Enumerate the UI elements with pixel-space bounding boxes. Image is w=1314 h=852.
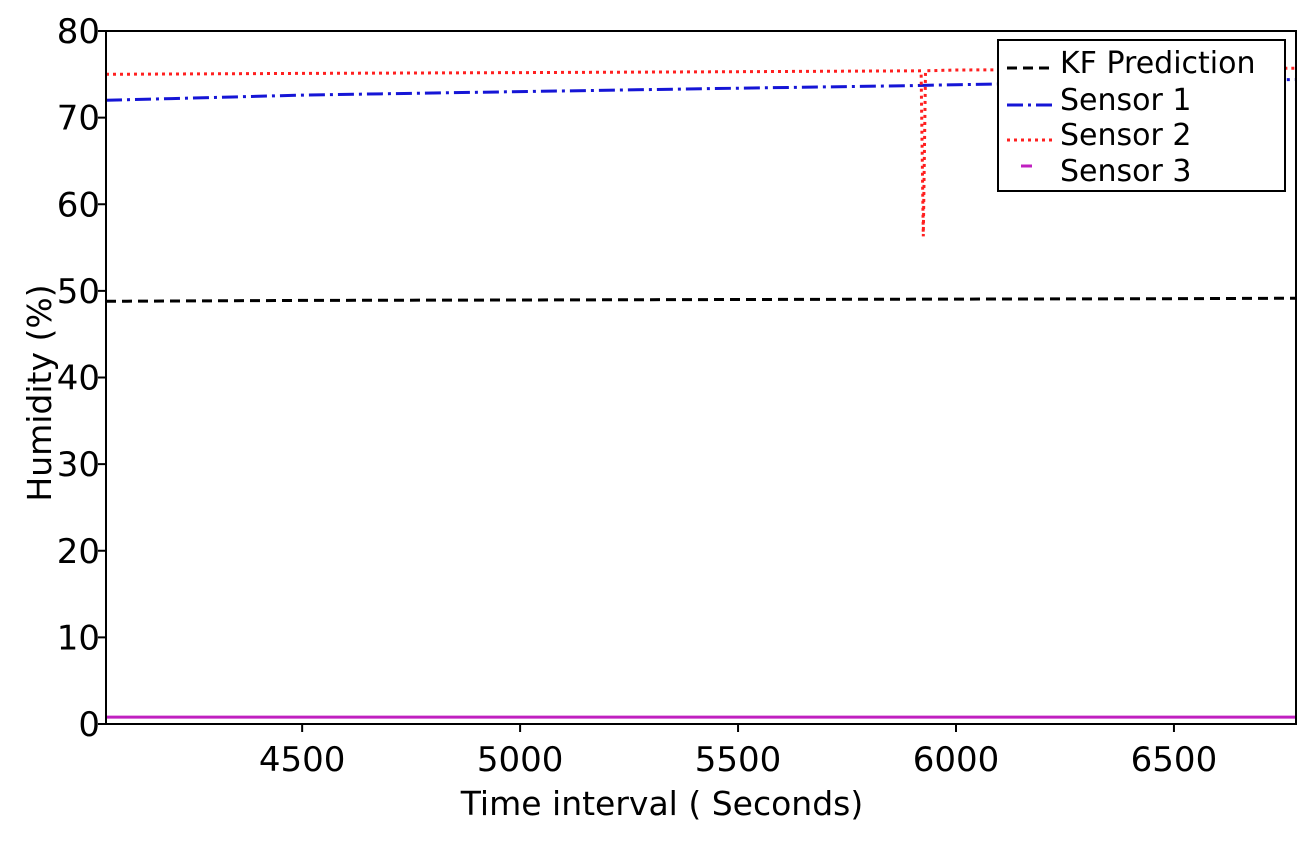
y-tick-label: 0 [78, 705, 100, 745]
y-tick-label: 60 [57, 185, 100, 225]
legend-label-1: KF Prediction [1060, 46, 1256, 81]
y-axis: 0 10 20 30 40 50 60 70 80 [57, 12, 106, 745]
x-tick-label: 6500 [1131, 740, 1218, 780]
x-tick-label: 5000 [477, 740, 564, 780]
y-tick-label: 40 [57, 359, 100, 399]
y-tick-label: 30 [57, 445, 100, 485]
y-tick-label: 50 [57, 272, 100, 312]
series-line-3 [106, 66, 1296, 237]
x-tick-label: 6000 [913, 740, 1000, 780]
series-line-1 [106, 296, 1296, 303]
y-tick-label: 80 [57, 12, 100, 52]
y-tick-label: 10 [57, 618, 100, 658]
y-tick-label: 70 [57, 99, 100, 139]
x-tick-label: 4500 [259, 740, 346, 780]
y-tick-label: 20 [57, 532, 100, 572]
x-tick-label: 5500 [695, 740, 782, 780]
x-axis: 4500 5000 5500 6000 6500 [259, 724, 1217, 780]
y-axis-label: Humidity (%) [20, 284, 59, 501]
legend-label-2: Sensor 1 [1060, 83, 1191, 118]
legend-box [997, 39, 1286, 192]
legend-label-3: Sensor 2 [1060, 118, 1191, 153]
x-axis-label: Time interval ( Seconds) [460, 784, 863, 823]
legend-label-4: Sensor 3 [1060, 154, 1191, 189]
